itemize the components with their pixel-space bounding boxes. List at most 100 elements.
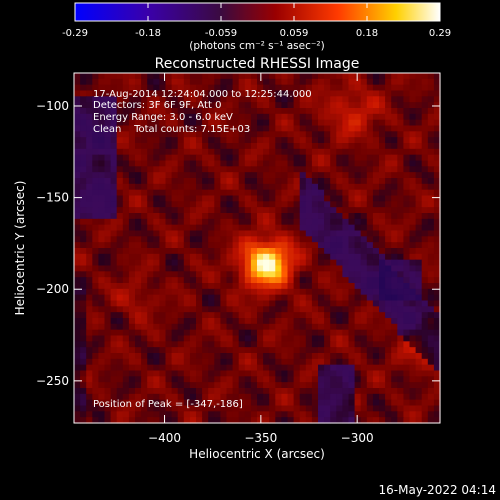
heatmap-cell — [263, 358, 270, 366]
heatmap-cell — [263, 148, 270, 156]
heatmap-cell — [110, 388, 118, 395]
heatmap-cell — [348, 353, 356, 360]
heatmap-cell — [397, 411, 404, 418]
heatmap-cell — [427, 253, 435, 261]
heatmap-cell — [214, 364, 221, 372]
heatmap-cell — [171, 84, 179, 92]
heatmap-cell — [415, 265, 423, 272]
heatmap-cell — [299, 382, 307, 389]
heatmap-cell — [171, 102, 179, 109]
heatmap-cell — [165, 143, 173, 150]
heatmap-cell — [110, 201, 118, 208]
heatmap-cell — [269, 347, 276, 354]
heatmap-cell — [415, 213, 423, 220]
heatmap-cell — [232, 382, 240, 389]
heatmap-cell — [293, 388, 301, 395]
heatmap-cell — [238, 236, 246, 243]
heatmap-cell — [311, 137, 319, 144]
heatmap-cell — [403, 102, 411, 109]
heatmap-cell — [189, 78, 197, 86]
heatmap-cell — [80, 312, 87, 319]
heatmap-cell — [348, 393, 356, 401]
heatmap-cell — [135, 370, 142, 377]
heatmap-cell — [391, 341, 398, 348]
heatmap-cell — [263, 113, 270, 121]
heatmap-cell — [238, 108, 246, 115]
heatmap-cell — [409, 160, 417, 167]
heatmap-cell — [275, 131, 282, 138]
heatmap-cell — [385, 288, 392, 296]
heatmap-cell — [128, 113, 136, 121]
heatmap-cell — [141, 382, 148, 389]
heatmap-cell — [80, 358, 87, 366]
heatmap-cell — [214, 125, 221, 132]
heatmap-cell — [354, 90, 362, 97]
heatmap-cell — [80, 382, 87, 389]
heatmap-cell — [250, 160, 258, 167]
heatmap-cell — [293, 189, 301, 197]
heatmap-cell — [110, 376, 118, 383]
heatmap-cell — [427, 195, 435, 202]
heatmap-cell — [263, 108, 270, 115]
heatmap-cell — [135, 405, 142, 412]
heatmap-cell — [250, 78, 258, 86]
heatmap-cell — [92, 189, 99, 197]
heatmap-cell — [336, 248, 343, 255]
heatmap-cell — [293, 323, 301, 331]
heatmap-cell — [311, 154, 319, 162]
heatmap-cell — [281, 73, 289, 80]
heatmap-cell — [153, 358, 160, 366]
heatmap-cell — [92, 265, 99, 272]
heatmap-cell — [281, 183, 289, 191]
heatmap-cell — [397, 283, 404, 290]
heatmap-cell — [318, 364, 325, 372]
heatmap-cell — [122, 388, 130, 395]
heatmap-cell — [80, 300, 87, 307]
heatmap-cell — [141, 119, 148, 127]
heatmap-cell — [110, 160, 118, 167]
heatmap-cell — [318, 312, 325, 319]
heatmap-cell — [305, 248, 313, 255]
heatmap-cell — [342, 96, 350, 103]
heatmap-cell — [202, 253, 209, 261]
heatmap-cell — [257, 277, 264, 284]
heatmap-cell — [202, 224, 209, 232]
heatmap-cell — [409, 341, 417, 348]
heatmap-cell — [372, 288, 380, 296]
heatmap-cell — [80, 131, 87, 138]
heatmap-cell — [330, 294, 337, 302]
heatmap-cell — [177, 172, 185, 179]
heatmap-cell — [104, 137, 112, 144]
heatmap-cell — [354, 166, 362, 173]
heatmap-cell — [305, 102, 313, 109]
heatmap-cell — [183, 207, 191, 214]
heatmap-cell — [165, 370, 173, 377]
heatmap-cell — [397, 259, 404, 267]
heatmap-cell — [257, 137, 264, 144]
heatmap-cell — [287, 154, 295, 162]
heatmap-cell — [208, 283, 215, 290]
heatmap-cell — [250, 154, 258, 162]
heatmap-cell — [141, 189, 148, 197]
heatmap-cell — [269, 166, 276, 173]
heatmap-cell — [141, 393, 148, 401]
heatmap-cell — [196, 137, 203, 144]
heatmap-cell — [171, 248, 179, 255]
heatmap-cell — [220, 90, 228, 97]
heatmap-cell — [366, 323, 374, 331]
heatmap-cell — [433, 341, 441, 348]
heatmap-cell — [135, 283, 142, 290]
heatmap-cell — [110, 382, 118, 389]
heatmap-cell — [342, 347, 350, 354]
heatmap-cell — [385, 382, 392, 389]
heatmap-cell — [379, 300, 386, 307]
heatmap-cell — [281, 160, 289, 167]
heatmap-cell — [385, 73, 392, 80]
heatmap-cell — [269, 218, 276, 226]
heatmap-cell — [214, 323, 221, 331]
heatmap-cell — [147, 207, 154, 214]
heatmap-cell — [366, 248, 374, 255]
heatmap-cell — [427, 417, 435, 424]
heatmap-cell — [86, 388, 93, 395]
heatmap-cell — [379, 201, 386, 208]
